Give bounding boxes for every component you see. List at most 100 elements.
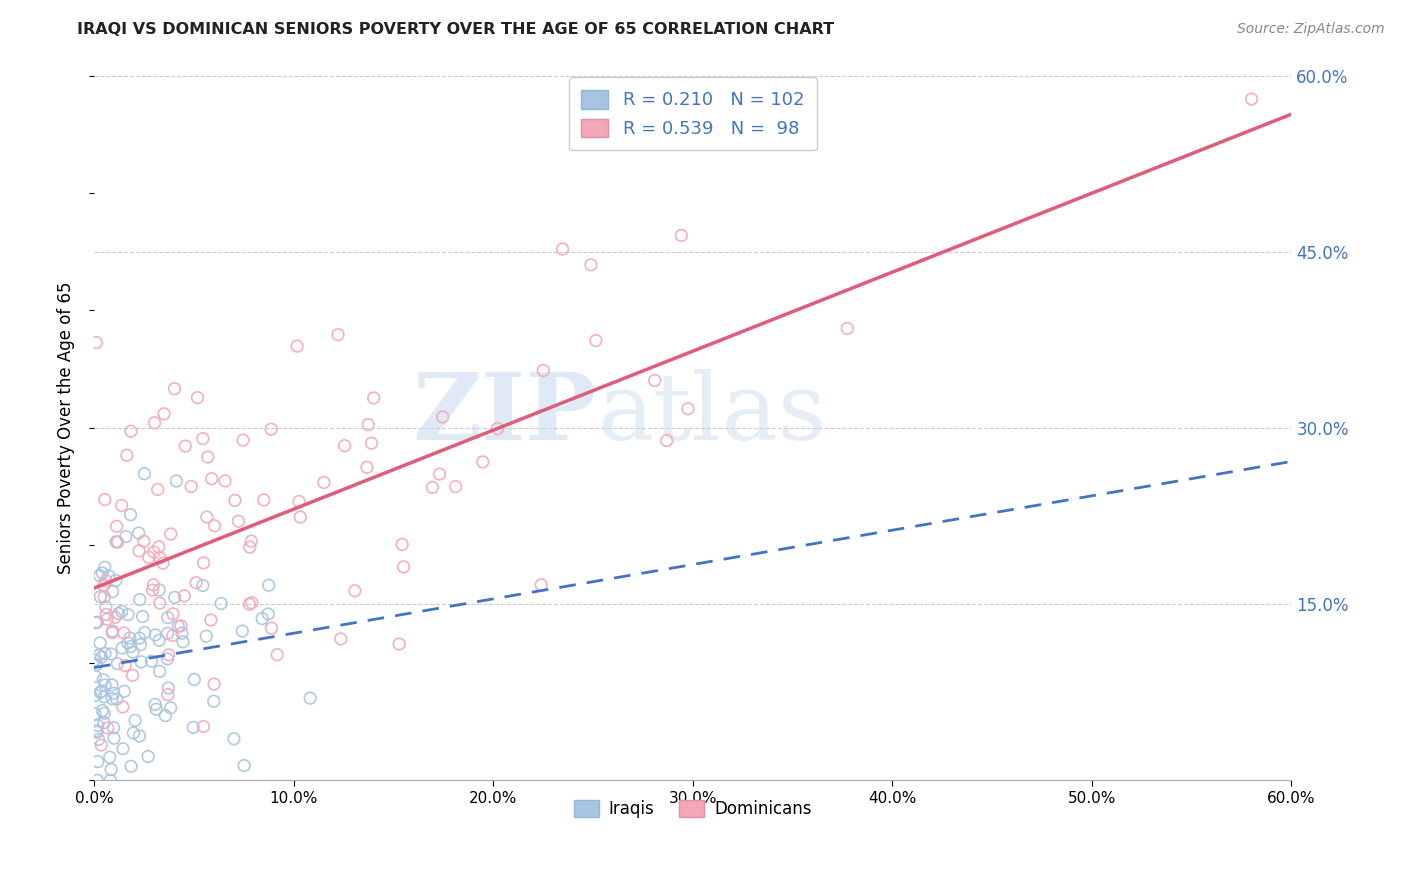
Point [391,537,413,551]
Point [111,605,134,619]
Point [107,535,129,549]
Point [224,493,246,508]
Point [159,527,181,541]
Point [209,597,232,611]
Point [114,529,136,543]
Point [94,647,117,661]
Point [363,391,385,405]
Point [101,678,124,692]
Point [429,467,451,481]
Y-axis label: Seniors Poverty Over the Age of 65: Seniors Poverty Over the Age of 65 [58,282,75,574]
Point [162,628,184,642]
Point [93,715,115,730]
Point [174,439,197,453]
Point [136,749,159,764]
Point [111,640,134,655]
Point [103,721,125,735]
Point [142,545,165,559]
Point [148,582,170,597]
Point [128,526,150,541]
Point [91,673,114,687]
Point [97,721,120,735]
Point [388,637,411,651]
Point [531,363,554,377]
Point [201,472,224,486]
Text: ZIP: ZIP [412,368,598,458]
Point [214,474,236,488]
Point [101,624,124,638]
Point [253,493,276,508]
Point [89,568,111,582]
Point [240,534,263,549]
Point [326,327,349,342]
Point [132,534,155,549]
Point [105,519,128,533]
Point [86,773,108,788]
Point [111,700,134,714]
Point [115,448,138,462]
Point [128,631,150,645]
Point [120,508,142,522]
Point [91,704,114,718]
Point [392,560,415,574]
Point [143,698,166,712]
Point [290,510,312,524]
Point [84,706,107,721]
Point [84,688,107,702]
Point [121,668,143,682]
Point [149,596,172,610]
Point [152,556,174,570]
Point [204,518,226,533]
Point [87,718,110,732]
Point [94,560,117,574]
Point [232,433,254,447]
Point [100,763,122,777]
Point [84,657,107,672]
Point [250,612,273,626]
Point [87,648,110,662]
Point [93,706,115,721]
Point [163,591,186,605]
Point [655,434,678,448]
Point [94,599,117,614]
Point [103,686,125,700]
Point [107,607,129,621]
Point [120,640,142,654]
Point [142,583,165,598]
Point [260,422,283,436]
Point [122,645,145,659]
Point [231,624,253,638]
Point [156,610,179,624]
Point [145,702,167,716]
Point [239,540,262,554]
Point [101,584,124,599]
Point [100,647,122,661]
Point [530,578,553,592]
Point [94,678,117,692]
Point [299,691,322,706]
Point [155,708,177,723]
Point [585,334,607,348]
Point [145,628,167,642]
Point [183,673,205,687]
Point [103,731,125,746]
Point [312,475,335,490]
Point [195,510,218,524]
Point [89,590,111,604]
Point [128,544,150,558]
Point [333,439,356,453]
Point [104,574,127,588]
Point [193,719,215,733]
Point [343,583,366,598]
Text: Source: ZipAtlas.com: Source: ZipAtlas.com [1237,22,1385,37]
Point [138,550,160,565]
Point [184,575,207,590]
Point [238,597,260,611]
Point [105,534,128,549]
Point [86,335,108,350]
Point [191,432,214,446]
Point [285,339,308,353]
Point [90,738,112,752]
Point [329,632,352,646]
Point [89,685,111,699]
